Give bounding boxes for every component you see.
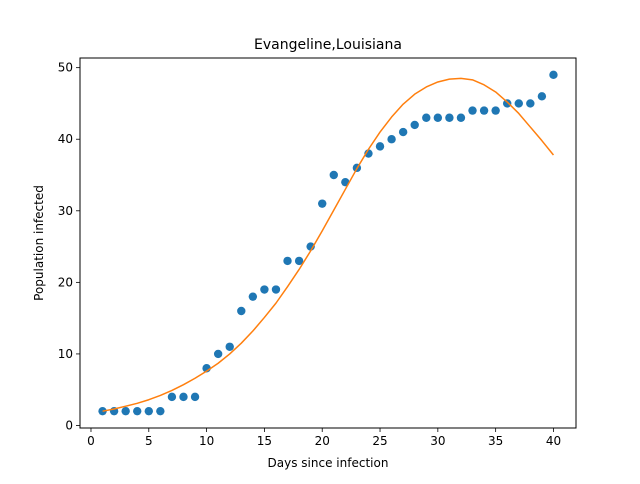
- data-point: [445, 113, 454, 122]
- data-point: [179, 392, 188, 402]
- data-point: [283, 256, 292, 266]
- data-point: [156, 406, 165, 416]
- data-point: [294, 256, 304, 266]
- data-point: [375, 142, 385, 151]
- fit-line: [102, 77, 555, 412]
- data-point: [248, 292, 258, 301]
- data-point: [410, 120, 419, 130]
- data-point: [133, 406, 142, 416]
- y-tick-label: 10: [58, 347, 73, 361]
- data-point: [549, 70, 558, 80]
- y-tick-label: 20: [58, 275, 73, 289]
- data-point: [398, 127, 408, 137]
- x-tick-label: 25: [372, 434, 387, 448]
- x-tick-label: 20: [315, 434, 330, 448]
- plot-marks: [98, 70, 558, 416]
- data-point: [468, 106, 477, 115]
- y-tick-label: 40: [58, 132, 73, 146]
- data-point: [433, 113, 443, 122]
- data-point: [144, 406, 153, 416]
- axis-ticks: 0 5 10 15 20 25 30 35 40 0 10 20 30 40 50: [58, 61, 561, 448]
- data-point: [456, 113, 466, 122]
- data-point: [121, 406, 130, 416]
- x-axis-label: Days since infection: [268, 456, 389, 470]
- data-point: [422, 113, 431, 122]
- x-tick-label: 10: [199, 434, 214, 448]
- data-point: [225, 342, 234, 351]
- x-tick-label: 15: [257, 434, 272, 448]
- data-point: [329, 170, 338, 180]
- y-tick-label: 50: [58, 61, 73, 75]
- axes-frame: [79, 57, 577, 429]
- x-tick-label: 5: [145, 434, 153, 448]
- chart-title: Evangeline,Louisiana: [254, 37, 402, 53]
- data-point: [213, 349, 223, 359]
- data-point: [318, 199, 327, 208]
- data-point: [479, 106, 489, 115]
- data-point: [526, 99, 535, 108]
- data-point: [503, 99, 512, 108]
- data-point: [537, 92, 547, 101]
- data-point: [237, 306, 246, 316]
- y-tick-label: 30: [58, 204, 73, 218]
- data-point: [271, 285, 281, 294]
- data-point: [387, 135, 396, 144]
- data-point: [167, 392, 177, 402]
- x-tick-label: 30: [430, 434, 445, 448]
- data-point: [514, 99, 523, 108]
- data-point: [491, 106, 500, 115]
- x-tick-label: 0: [87, 434, 95, 448]
- x-tick-label: 40: [546, 434, 561, 448]
- data-point: [190, 392, 200, 402]
- y-tick-label: 0: [65, 418, 73, 432]
- data-point: [260, 285, 269, 294]
- y-axis-label: Population infected: [32, 185, 46, 301]
- x-tick-label: 35: [488, 434, 503, 448]
